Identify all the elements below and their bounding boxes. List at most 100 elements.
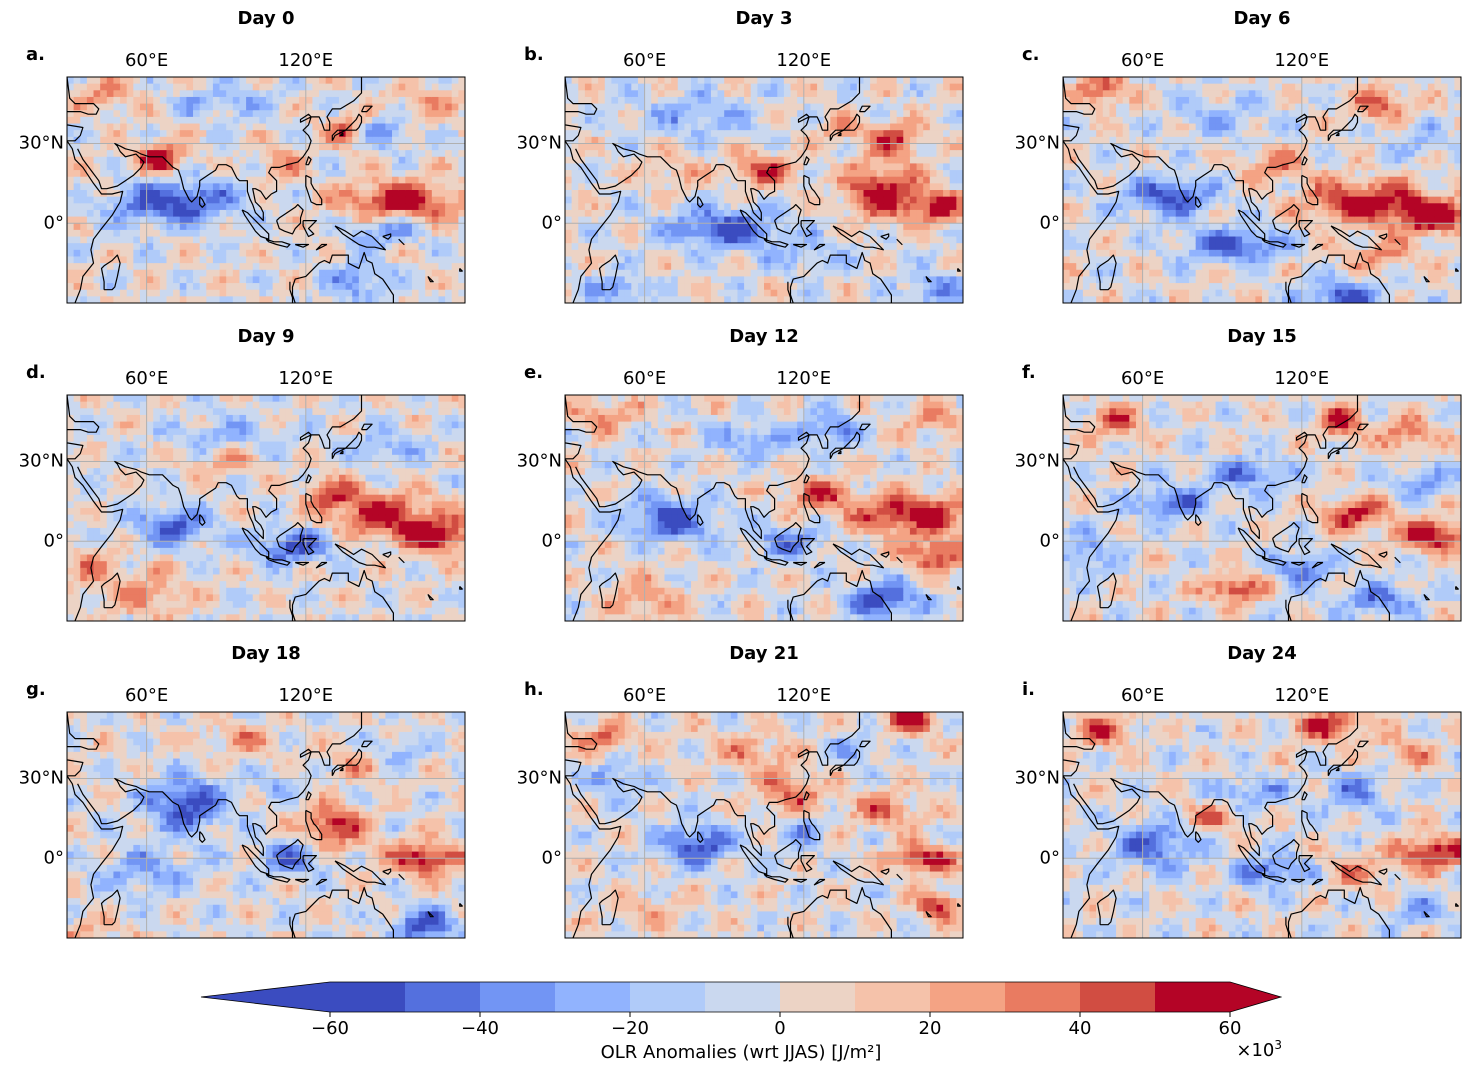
coastline — [1063, 395, 1096, 460]
colorbar-tick-label: 60 — [1218, 1018, 1242, 1039]
coastline — [925, 910, 932, 918]
colorbar-tick-label: −60 — [311, 1018, 349, 1039]
coastline — [1378, 551, 1388, 558]
coastline — [1327, 113, 1359, 142]
map-frame — [564, 394, 964, 622]
map-frame — [1062, 711, 1462, 939]
coastline — [837, 132, 842, 137]
coastline — [302, 220, 317, 238]
map-field — [66, 711, 466, 939]
coastline — [1301, 174, 1319, 206]
coastline — [1394, 238, 1401, 246]
coastline — [302, 538, 317, 556]
coastline — [763, 873, 789, 883]
coastline — [793, 878, 808, 883]
coastline — [1394, 556, 1401, 564]
coastline — [1356, 740, 1369, 748]
coastline — [1298, 220, 1313, 238]
coastline — [67, 458, 124, 621]
map-field — [564, 76, 964, 304]
coastline — [67, 712, 100, 777]
coastline — [1394, 873, 1401, 881]
panel-letter: d. — [26, 362, 46, 383]
coastline — [1291, 878, 1306, 883]
map-field — [1062, 76, 1462, 304]
coastline — [302, 855, 317, 873]
coastline — [803, 809, 821, 841]
coastline — [880, 551, 890, 558]
map-panel: Day 24 i. 60°E 120°E 30°N 0° — [1015, 643, 1462, 939]
longitude-tick-label: 120°E — [278, 368, 334, 389]
colorbar-multiplier: ×103 — [1236, 1038, 1282, 1061]
coastline — [763, 238, 789, 248]
coastline — [1096, 572, 1117, 609]
coastline — [1195, 831, 1202, 843]
coastline — [858, 423, 871, 431]
coastline — [800, 538, 815, 556]
longitude-tick-label: 120°E — [776, 685, 832, 706]
latitude-tick-label: 0° — [43, 530, 64, 552]
coastline — [1195, 514, 1202, 526]
coastline — [360, 740, 373, 748]
coastline — [803, 791, 810, 801]
colorbar-tick-label: 20 — [918, 1018, 942, 1039]
map-panel: Day 21 h. 60°E 120°E 30°N 0° — [517, 643, 964, 939]
coastline — [1298, 538, 1313, 556]
coastline — [803, 474, 810, 484]
coastline — [598, 254, 619, 291]
longitude-tick-label: 120°E — [278, 685, 334, 706]
coastline — [1335, 767, 1340, 772]
map-panel: Day 12 e. 60°E 120°E 30°N 0° — [517, 326, 964, 622]
coastline — [813, 243, 826, 251]
coastline — [77, 395, 363, 540]
coastline — [774, 521, 802, 553]
coastline — [459, 902, 463, 907]
coastline — [829, 748, 861, 777]
coastline — [305, 174, 323, 206]
coastline — [829, 431, 861, 460]
colorbar-tick-label: −40 — [461, 1018, 499, 1039]
coastline — [289, 886, 394, 938]
coastline — [360, 423, 373, 431]
coastline — [858, 105, 871, 113]
panel-letter: e. — [524, 362, 544, 383]
map-frame — [564, 711, 964, 939]
colorbar-swatch — [1155, 982, 1231, 1012]
coastline — [67, 140, 124, 303]
coastline — [398, 556, 405, 564]
colorbar-swatch — [930, 982, 1006, 1012]
coastline — [100, 889, 121, 926]
coastline — [565, 712, 598, 777]
coastline — [1261, 556, 1287, 566]
longitude-tick-label: 120°E — [1274, 368, 1330, 389]
coastline — [1096, 254, 1117, 291]
colorbar-swatches — [200, 981, 1283, 1017]
coastline — [241, 844, 270, 875]
panel-title: Day 0 — [237, 8, 295, 29]
coastline — [331, 748, 363, 777]
coastline — [598, 889, 619, 926]
longitude-tick-label: 120°E — [1274, 685, 1330, 706]
coastline — [787, 251, 892, 303]
colorbar-swatch — [630, 982, 706, 1012]
coastline — [793, 243, 808, 248]
latitude-tick-label: 30°N — [516, 767, 562, 789]
longitude-tick-label: 60°E — [124, 685, 169, 706]
colorbar-tick-label: 0 — [774, 1018, 786, 1039]
coastline — [774, 838, 802, 870]
coastline — [1063, 140, 1120, 303]
coastline — [1301, 809, 1319, 841]
map-panel: Day 0 a. 60°E 120°E 30°N 0° — [19, 8, 466, 304]
coastline — [1237, 844, 1266, 875]
coastline — [1330, 860, 1382, 886]
coastline — [1327, 431, 1359, 460]
coastline — [957, 902, 961, 907]
coastline — [1327, 748, 1359, 777]
coastline — [763, 556, 789, 566]
coastline — [1423, 593, 1430, 601]
coastline — [100, 254, 121, 291]
coastline — [800, 855, 815, 873]
coastline — [305, 809, 323, 841]
coastline — [1291, 561, 1306, 566]
colorbar-swatch — [780, 982, 856, 1012]
